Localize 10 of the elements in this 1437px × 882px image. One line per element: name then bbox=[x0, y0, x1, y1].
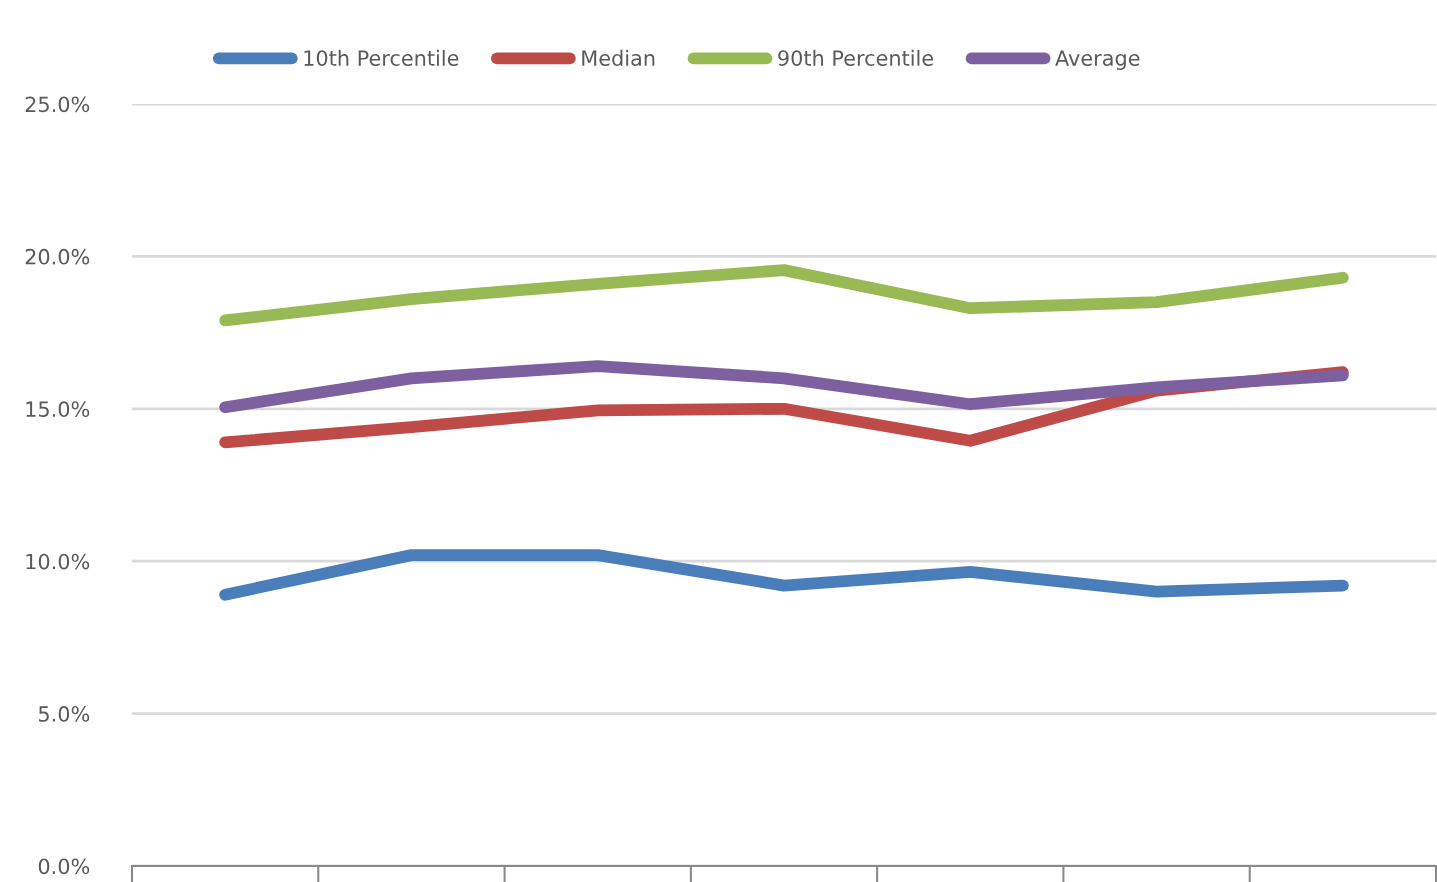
y-tick-label: 20.0% bbox=[25, 248, 90, 265]
legend-label: 10th Percentile bbox=[304, 49, 459, 66]
legend-label: 90th Percentile bbox=[778, 49, 934, 66]
y-tick-label: 5.0% bbox=[39, 706, 90, 722]
y-tick-label: 25.0% bbox=[25, 96, 90, 113]
legend-label: Average bbox=[1055, 50, 1140, 71]
y-tick-label: 0.0% bbox=[38, 858, 90, 875]
legend-label: Median bbox=[582, 49, 655, 66]
y-tick-label: 15.0% bbox=[26, 401, 90, 418]
y-tick-label: 10.0% bbox=[26, 553, 90, 570]
